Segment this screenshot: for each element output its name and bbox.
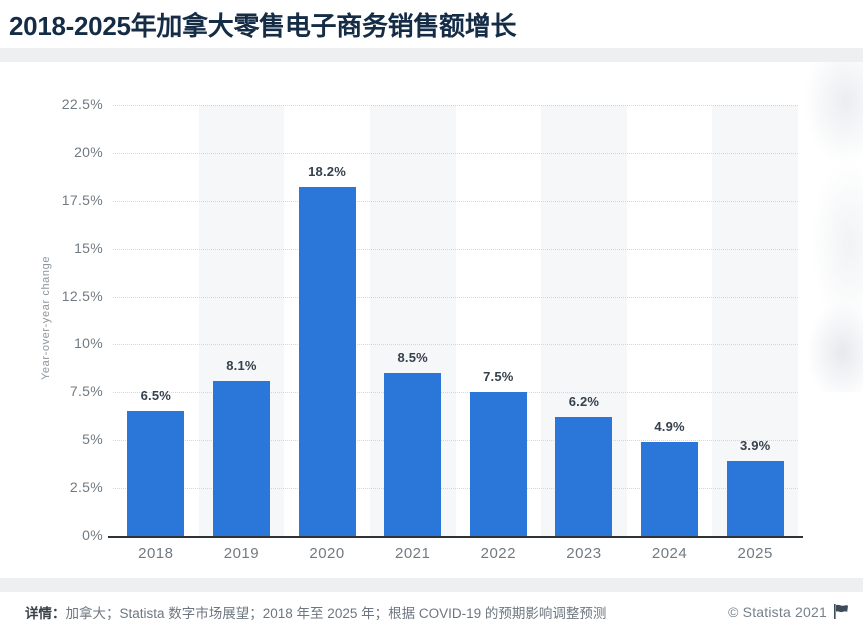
y-tick-label: 15% xyxy=(74,239,103,256)
y-tick-label: 10% xyxy=(74,335,103,352)
gridline xyxy=(113,152,798,154)
y-axis-title: Year-over-year change xyxy=(40,255,52,381)
bar-value-label: 3.9% xyxy=(739,438,771,454)
bar[interactable] xyxy=(726,461,784,536)
x-tick-label: 2024 xyxy=(651,545,688,562)
y-tick-label: 17.5% xyxy=(61,191,103,208)
flag-icon[interactable] xyxy=(833,604,849,619)
source-details: 详情：加拿大；Statista 数字市场展望；2018 年至 2025 年；根据… xyxy=(0,602,606,622)
bar[interactable] xyxy=(555,417,613,536)
gridline xyxy=(113,488,798,490)
background-watermark-image xyxy=(795,62,863,392)
gridline xyxy=(113,105,798,106)
bar[interactable] xyxy=(298,187,356,536)
page-title: 2018-2025年加拿大零售电子商务销售额增长 xyxy=(9,10,517,41)
bar-value-label: 4.9% xyxy=(654,419,685,435)
y-tick-label: 0% xyxy=(82,527,103,543)
bar-value-label: 6.5% xyxy=(140,388,172,404)
gridline xyxy=(113,440,798,442)
x-tick-label: 2020 xyxy=(309,545,345,562)
footer-right: © Statista 2021 xyxy=(728,604,863,620)
bar[interactable] xyxy=(641,442,699,536)
bar[interactable] xyxy=(469,392,527,536)
gridline xyxy=(113,200,798,202)
y-tick-label: 7.5% xyxy=(69,383,103,400)
x-tick-label: 2018 xyxy=(138,545,174,562)
copyright-text: © Statista 2021 xyxy=(728,603,827,620)
x-tick-label: 2023 xyxy=(566,545,602,562)
bar[interactable] xyxy=(212,380,270,536)
chart-header: 2018-2025年加拿大零售电子商务销售额增长 xyxy=(0,0,863,48)
x-axis-line xyxy=(108,536,803,538)
separator-top xyxy=(0,48,863,62)
x-tick-label: 2019 xyxy=(223,545,260,562)
bar-value-label: 7.5% xyxy=(483,369,514,385)
bar-value-label: 6.2% xyxy=(568,394,600,410)
gridline xyxy=(113,296,798,298)
details-label: 详情： xyxy=(25,605,66,621)
chart-card: 0% 2.5% 5% 7.5% 10% 12.5% 15% 17.5% 20% 22.5% 6.5%… xyxy=(0,62,863,578)
gridline xyxy=(113,248,798,250)
x-tick-label: 2025 xyxy=(737,545,773,562)
y-tick-label: 22.5% xyxy=(61,96,103,112)
y-tick-label: 20% xyxy=(74,143,103,160)
bar-value-label: 8.5% xyxy=(397,350,428,366)
x-tick-label: 2021 xyxy=(395,545,431,562)
gridline xyxy=(113,344,798,346)
y-tick-label: 12.5% xyxy=(61,287,103,304)
bar-value-label: 8.1% xyxy=(226,357,257,373)
gridline xyxy=(113,392,798,394)
bar[interactable] xyxy=(127,411,185,536)
bar-value-label: 18.2% xyxy=(308,164,346,180)
x-tick-label: 2022 xyxy=(480,545,516,562)
bar[interactable] xyxy=(384,373,442,536)
separator-bottom xyxy=(0,578,863,592)
details-text: 加拿大；Statista 数字市场展望；2018 年至 2025 年；根据 CO… xyxy=(65,605,607,621)
y-tick-label: 2.5% xyxy=(69,479,103,496)
chart-footer: 详情：加拿大；Statista 数字市场展望；2018 年至 2025 年；根据… xyxy=(0,592,863,631)
y-tick-label: 5% xyxy=(82,431,103,448)
